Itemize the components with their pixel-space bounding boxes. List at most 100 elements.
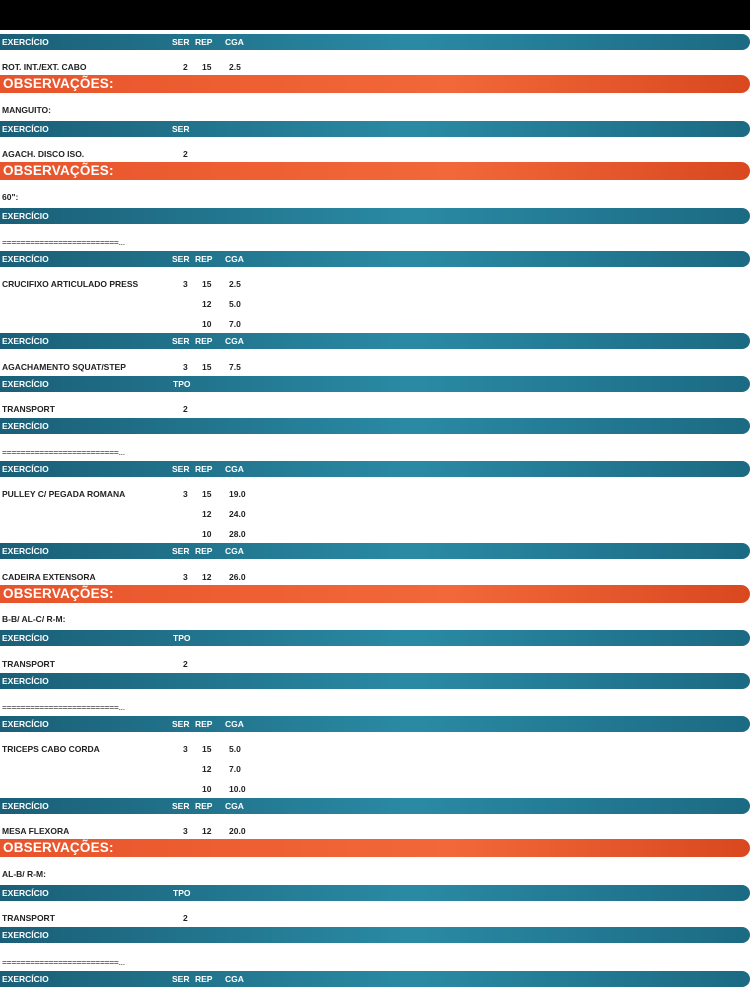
- header-cga: CGA: [225, 336, 244, 347]
- exercise-name: CRUCIFIXO ARTICULADO PRESS: [2, 279, 139, 290]
- exercise-name: PULLEY C/ PEGADA ROMANA: [2, 489, 126, 500]
- exercise-row[interactable]: 10 28.0: [0, 523, 750, 543]
- exercise-row[interactable]: 10 10.0: [0, 778, 750, 798]
- column-header-bar: EXERCÍCIO: [0, 417, 750, 434]
- ser-value: 2: [183, 62, 188, 73]
- column-header-bar: EXERCÍCIO SER REP CGA: [0, 715, 750, 732]
- header-rep: REP: [195, 801, 213, 812]
- observacoes-bar: OBSERVAÇÕES:: [0, 584, 750, 603]
- header-rep: REP: [195, 546, 213, 557]
- exercise-name: TRANSPORT: [2, 913, 55, 924]
- exercise-name: TRICEPS CABO CORDA: [2, 744, 100, 755]
- column-header-bar: EXERCÍCIO: [0, 672, 750, 689]
- rep-value: 12: [202, 299, 212, 310]
- observacoes-label: OBSERVAÇÕES:: [3, 163, 114, 179]
- header-ser: SER: [172, 253, 190, 264]
- header-rep: REP: [195, 464, 213, 475]
- header-ser: SER: [172, 37, 190, 47]
- header-ser: SER: [172, 336, 190, 347]
- observation-note: 60":: [2, 191, 19, 202]
- ser-value: 3: [183, 744, 188, 755]
- column-header-bar: EXERCÍCIO SER REP CGA: [0, 543, 750, 560]
- column-header-bar: EXERCÍCIO SER REP CGA: [0, 970, 750, 987]
- rep-value: 10: [202, 319, 212, 330]
- exercise-row[interactable]: AGACHAMENTO SQUAT/STEP 3 15 7.5: [0, 356, 750, 376]
- header-cga: CGA: [225, 973, 244, 984]
- exercise-name: AGACHAMENTO SQUAT/STEP: [2, 361, 126, 372]
- exercise-row[interactable]: PULLEY C/ PEGADA ROMANA 3 15 19.0: [0, 483, 750, 503]
- header-exercicio: EXERCÍCIO: [2, 887, 49, 898]
- header-tpo: TPO: [173, 378, 191, 389]
- exercise-name: CADEIRA EXTENSORA: [2, 571, 96, 582]
- exercise-row[interactable]: TRANSPORT 2: [0, 907, 750, 927]
- cga-value: 10.0: [229, 784, 246, 795]
- exercise-row[interactable]: 10 7.0: [0, 313, 750, 333]
- column-header-bar: EXERCÍCIO SER REP CGA: [0, 34, 750, 50]
- header-exercicio: EXERCÍCIO: [2, 123, 49, 134]
- header-exercicio: EXERCÍCIO: [2, 973, 49, 984]
- exercise-row[interactable]: 12 7.0: [0, 758, 750, 778]
- cga-value: 2.5: [229, 279, 241, 290]
- column-header-bar: EXERCÍCIO: [0, 207, 750, 224]
- header-ser: SER: [172, 123, 190, 134]
- exercise-row[interactable]: TRANSPORT 2: [0, 653, 750, 673]
- observation-note: MANGUITO:: [2, 104, 51, 115]
- exercise-row[interactable]: 12 5.0: [0, 293, 750, 313]
- column-header-bar: EXERCÍCIO TPO: [0, 884, 750, 901]
- observacoes-label: OBSERVAÇÕES:: [3, 585, 114, 601]
- exercise-row[interactable]: TRICEPS CABO CORDA 3 15 5.0: [0, 738, 750, 758]
- header-cga: CGA: [225, 546, 244, 557]
- cga-value: 7.0: [229, 764, 241, 775]
- ser-value: 2: [183, 658, 188, 669]
- header-exercicio: EXERCÍCIO: [2, 633, 49, 644]
- cga-value: 20.0: [229, 826, 246, 837]
- rep-value: 12: [202, 509, 212, 520]
- header-exercicio: EXERCÍCIO: [2, 546, 49, 557]
- header-cga: CGA: [225, 253, 244, 264]
- header-exercicio: EXERCÍCIO: [2, 930, 49, 941]
- rep-value: 12: [202, 826, 212, 837]
- header-rep: REP: [195, 37, 213, 47]
- separator-line: =========================...: [2, 956, 125, 967]
- header-exercicio: EXERCÍCIO: [2, 378, 49, 389]
- cga-value: 5.0: [229, 299, 241, 310]
- header-exercicio: EXERCÍCIO: [2, 37, 49, 47]
- header-exercicio: EXERCÍCIO: [2, 718, 49, 729]
- cga-value: 26.0: [229, 571, 246, 582]
- column-header-bar: EXERCÍCIO SER REP CGA: [0, 250, 750, 267]
- header-rep: REP: [195, 973, 213, 984]
- header-exercicio: EXERCÍCIO: [2, 420, 49, 431]
- rep-value: 15: [202, 744, 212, 755]
- exercise-name: TRANSPORT: [2, 658, 55, 669]
- exercise-row[interactable]: ROT. INT./EXT. CABO 2 15 2.5: [0, 56, 750, 76]
- column-header-bar: EXERCÍCIO TPO: [0, 630, 750, 647]
- column-header-bar: EXERCÍCIO SER REP CGA: [0, 461, 750, 478]
- header-tpo: TPO: [173, 633, 191, 644]
- exercise-row[interactable]: CADEIRA EXTENSORA 3 12 26.0: [0, 566, 750, 586]
- header-cga: CGA: [225, 464, 244, 475]
- header-cga: CGA: [225, 718, 244, 729]
- header-exercicio: EXERCÍCIO: [2, 675, 49, 686]
- exercise-row[interactable]: CRUCIFIXO ARTICULADO PRESS 3 15 2.5: [0, 273, 750, 293]
- cga-value: 24.0: [229, 509, 246, 520]
- header-ser: SER: [172, 546, 190, 557]
- column-header-bar: EXERCÍCIO TPO: [0, 375, 750, 392]
- exercise-row[interactable]: TRANSPORT 2: [0, 398, 750, 418]
- observation-note: B-B/ AL-C/ R-M:: [2, 614, 66, 625]
- rep-value: 10: [202, 529, 212, 540]
- observacoes-label: OBSERVAÇÕES:: [3, 76, 114, 92]
- column-header-bar: EXERCÍCIO SER REP CGA: [0, 333, 750, 350]
- header-ser: SER: [172, 801, 190, 812]
- ser-value: 2: [183, 913, 188, 924]
- cga-value: 5.0: [229, 744, 241, 755]
- exercise-row[interactable]: 12 24.0: [0, 503, 750, 523]
- ser-value: 3: [183, 571, 188, 582]
- exercise-row[interactable]: MESA FLEXORA 3 12 20.0: [0, 820, 750, 840]
- observacoes-bar: OBSERVAÇÕES:: [0, 75, 750, 94]
- rep-value: 15: [202, 279, 212, 290]
- cga-value: 2.5: [229, 62, 241, 73]
- exercise-row[interactable]: AGACH. DISCO ISO. 2: [0, 143, 750, 163]
- separator-line: =========================...: [2, 236, 125, 247]
- ser-value: 3: [183, 489, 188, 500]
